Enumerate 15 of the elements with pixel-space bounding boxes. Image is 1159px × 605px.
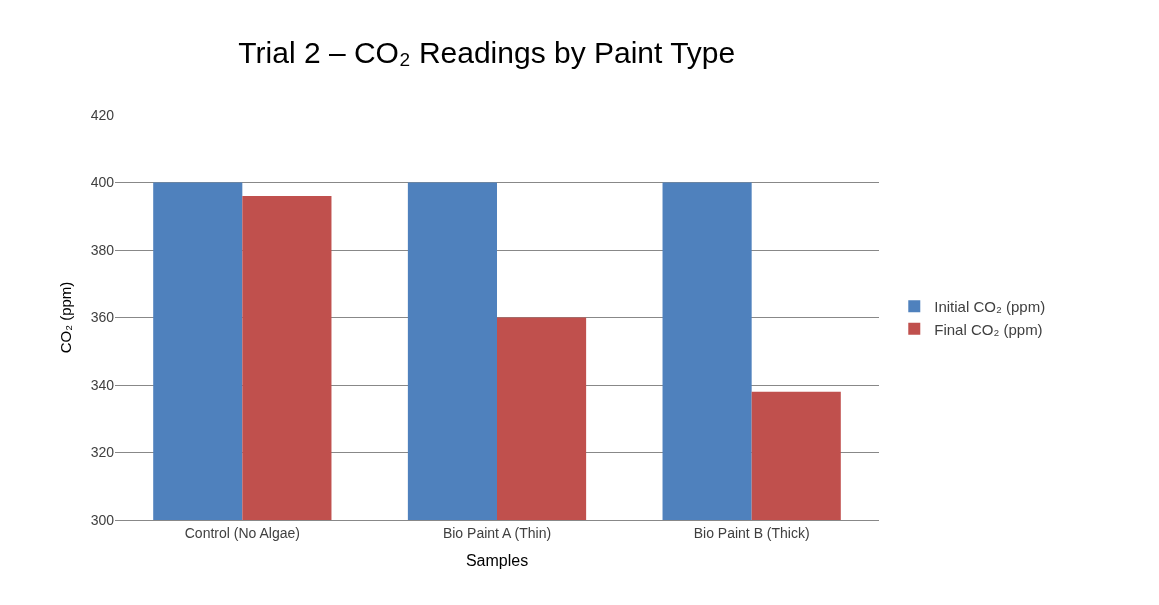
- y-tick-label: 320: [90, 444, 115, 461]
- y-tick-label: 420: [90, 106, 115, 123]
- legend-label: Final CO₂ (ppm): [934, 320, 1043, 338]
- x-tick-label: Control (No Algae): [184, 524, 300, 541]
- x-axis-title: Samples: [465, 552, 529, 570]
- x-tick-label: Bio Paint B (Thick): [693, 524, 810, 541]
- y-tick-label: 400: [90, 174, 115, 191]
- y-tick-label: 360: [90, 309, 115, 326]
- y-tick-label: 300: [90, 511, 115, 528]
- legend-label: Initial CO₂ (ppm): [934, 298, 1046, 316]
- y-axis-title: CO₂ (ppm): [56, 281, 74, 354]
- y-tick-label: 380: [90, 241, 115, 258]
- chart-title: Trial 2 – CO₂ Readings by Paint Type: [238, 36, 736, 70]
- y-tick-label: 340: [90, 376, 115, 393]
- x-tick-label: Bio Paint A (Thin): [442, 524, 552, 541]
